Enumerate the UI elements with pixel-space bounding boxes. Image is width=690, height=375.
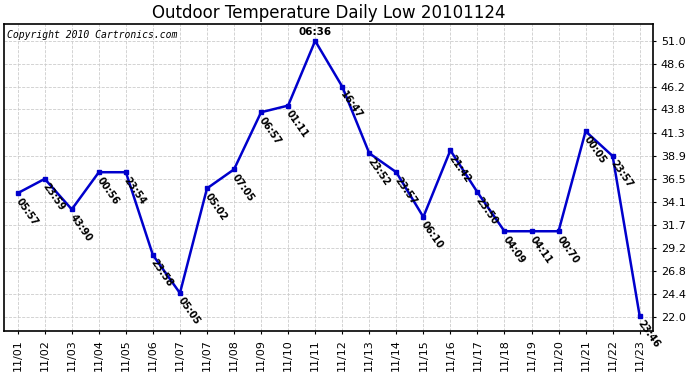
- Text: 06:10: 06:10: [420, 220, 445, 251]
- Text: 00:05: 00:05: [582, 134, 607, 165]
- Text: 04:11: 04:11: [527, 234, 553, 265]
- Text: 05:02: 05:02: [203, 191, 229, 222]
- Title: Outdoor Temperature Daily Low 20101124: Outdoor Temperature Daily Low 20101124: [152, 4, 506, 22]
- Text: 23:57: 23:57: [392, 175, 418, 206]
- Text: Copyright 2010 Cartronics.com: Copyright 2010 Cartronics.com: [8, 30, 178, 40]
- Text: 23:52: 23:52: [365, 156, 391, 187]
- Text: 04:09: 04:09: [500, 234, 526, 265]
- Text: 16:47: 16:47: [338, 89, 364, 120]
- Text: 01:11: 01:11: [284, 108, 310, 140]
- Text: 23:57: 23:57: [609, 159, 635, 190]
- Text: 00:70: 00:70: [555, 234, 580, 265]
- Text: 23:59: 23:59: [41, 182, 67, 213]
- Text: 07:05: 07:05: [230, 172, 256, 203]
- Text: 05:05: 05:05: [176, 296, 202, 327]
- Text: 06:57: 06:57: [257, 115, 283, 146]
- Text: 05:57: 05:57: [14, 196, 39, 227]
- Text: 43:90: 43:90: [68, 212, 94, 243]
- Text: 21:42: 21:42: [446, 153, 473, 184]
- Text: 23:58: 23:58: [149, 258, 175, 289]
- Text: 23:46: 23:46: [635, 319, 662, 350]
- Text: 23:50: 23:50: [473, 195, 500, 226]
- Text: 00:56: 00:56: [95, 175, 121, 206]
- Text: 23:54: 23:54: [122, 175, 148, 206]
- Text: 06:36: 06:36: [299, 27, 332, 37]
